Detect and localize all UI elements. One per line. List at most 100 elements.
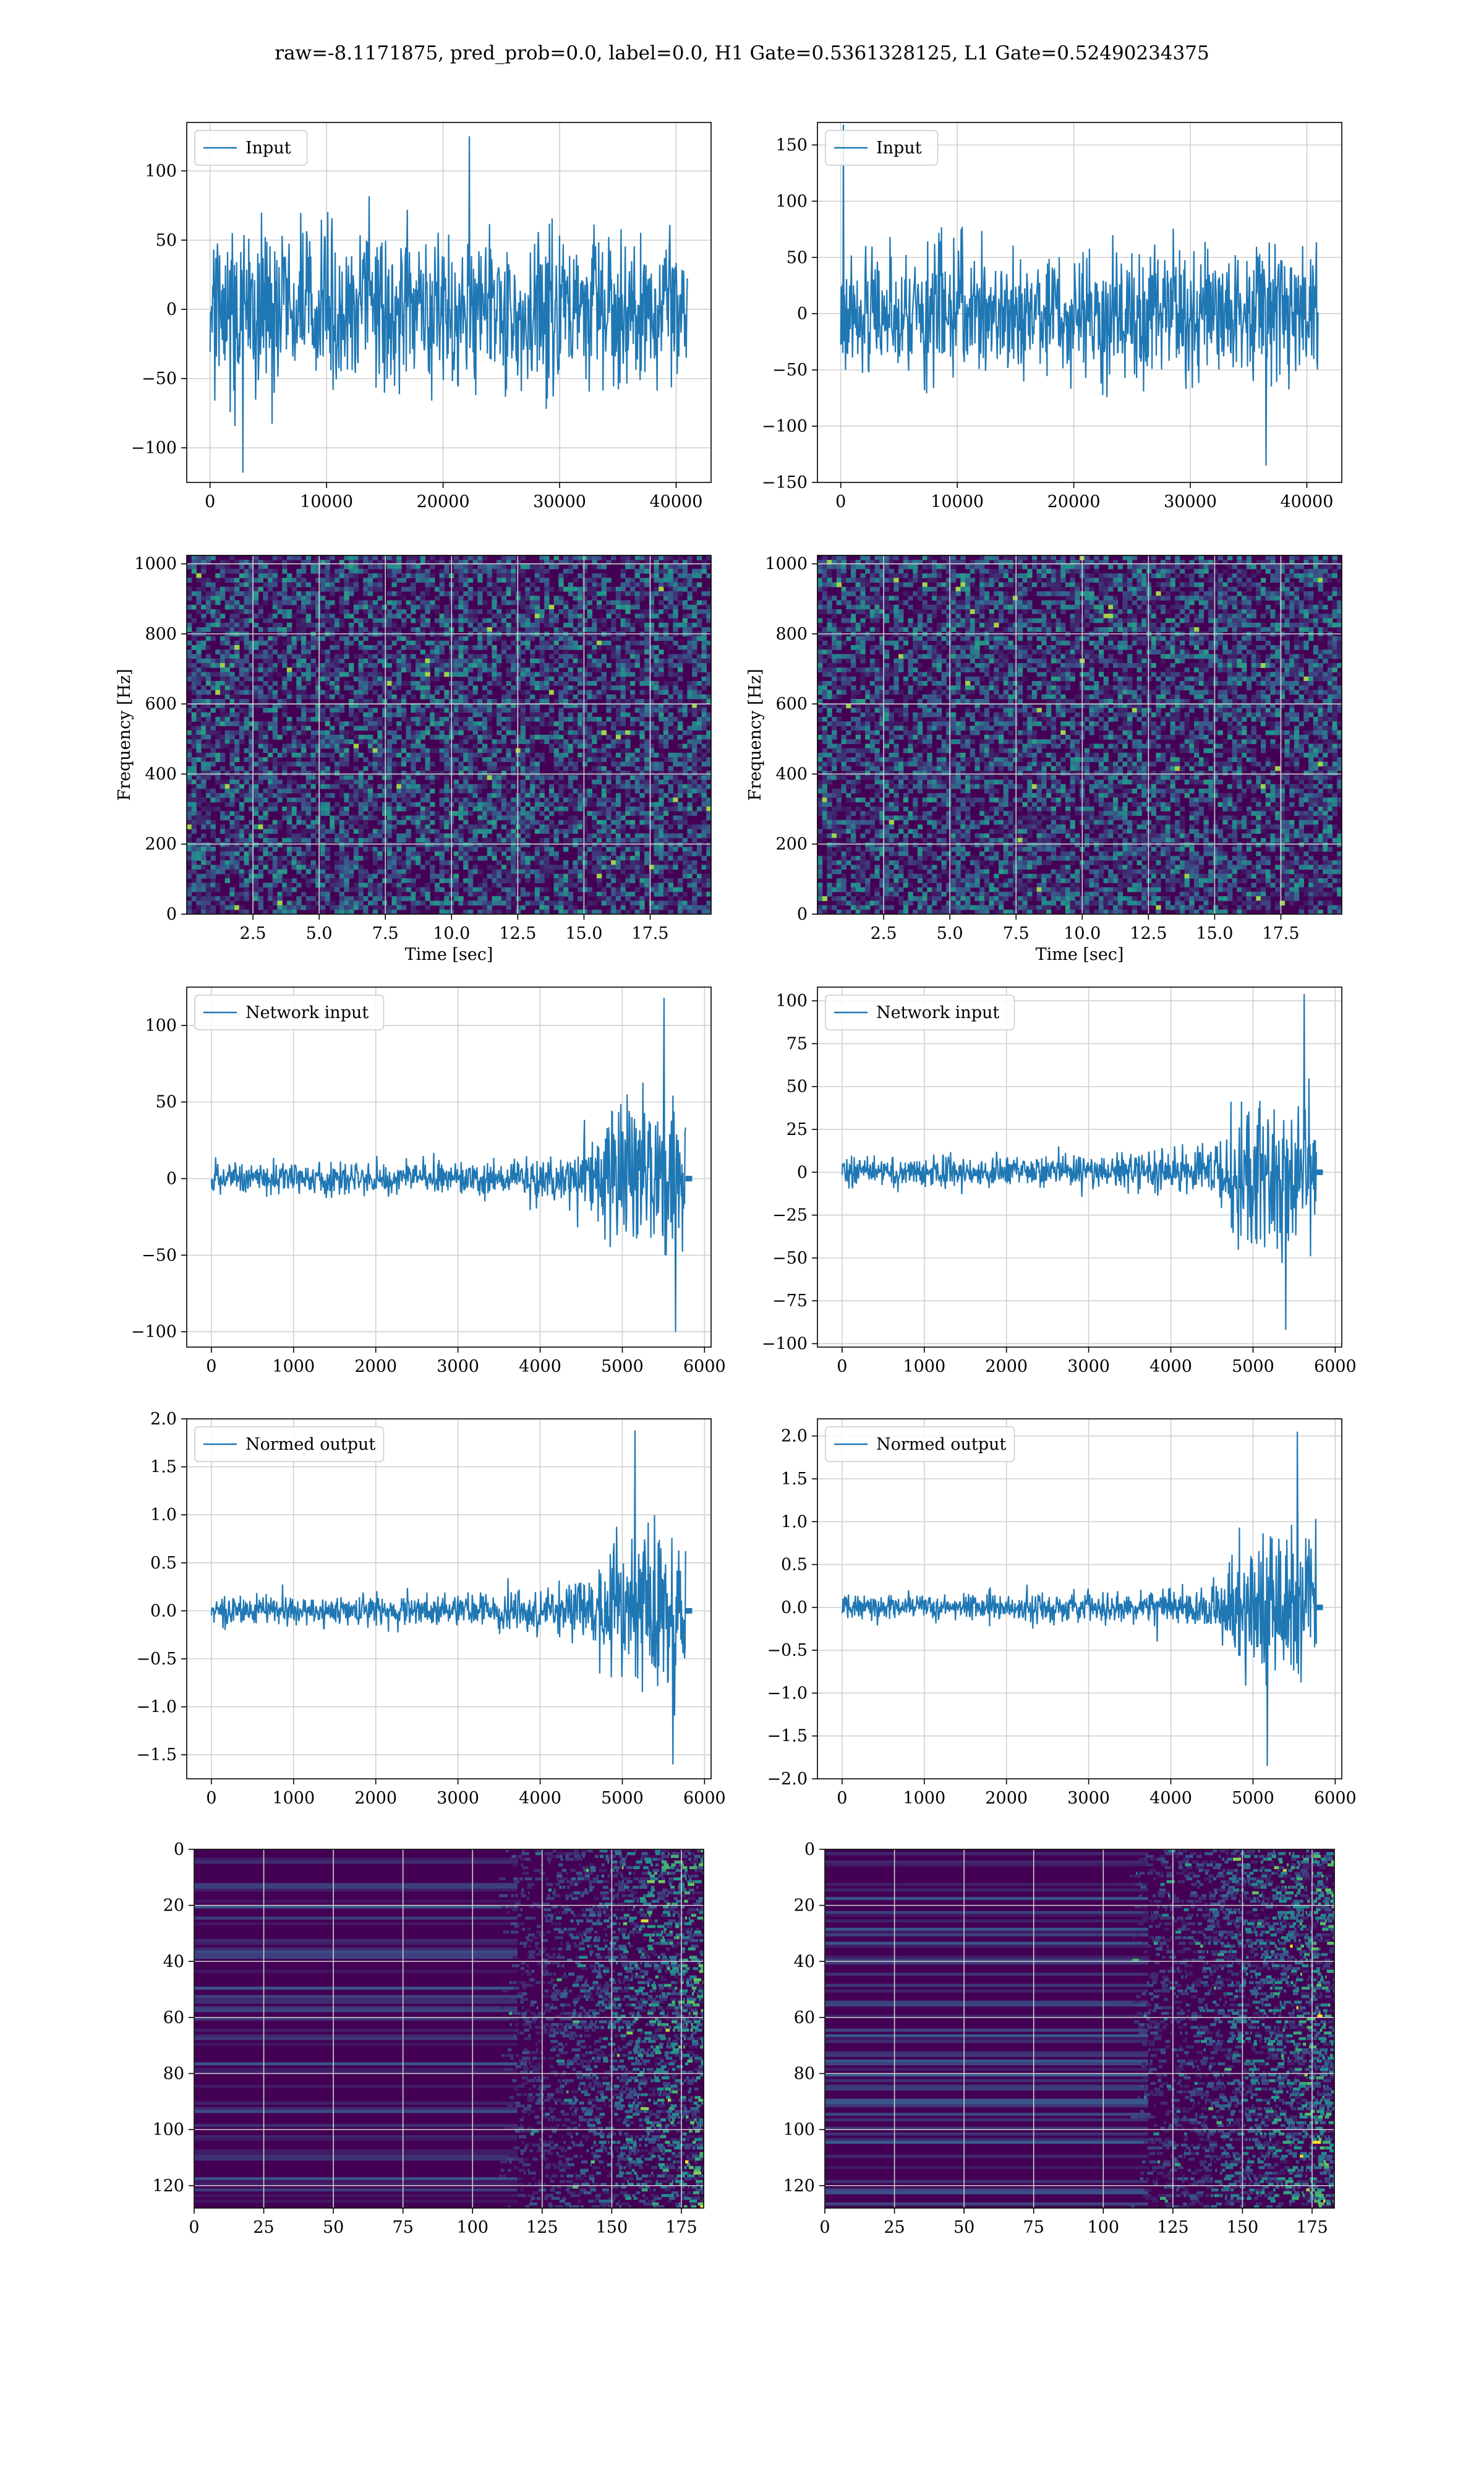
feature-map-l1-axes: 0 25 50 75 100 125 150 175 0 20 40 60 80 100 120 <box>783 1840 1335 2237</box>
normed-output-l1-xtick-label: 5000 <box>1232 1789 1274 1808</box>
network-input-l1-ytick-label: 0 <box>797 1163 808 1182</box>
network-input-h1-xtick-label: 6000 <box>683 1357 726 1376</box>
input-l1-xtick-label: 10000 <box>931 492 984 511</box>
network-input-h1-xtick-label: 5000 <box>601 1357 644 1376</box>
network-input-l1-legend: Network input <box>825 995 1015 1030</box>
spectrogram-h1-ytick-label: 400 <box>145 764 177 784</box>
feature-map-l1-ytick-label: 120 <box>783 2177 815 2196</box>
input-l1-xtick-label: 0 <box>835 492 846 511</box>
spectrogram-l1-xtick-label: 12.5 <box>1130 924 1167 943</box>
normed-output-l1-ytick-label: 2.0 <box>781 1427 808 1446</box>
network-input-h1-frame <box>186 987 712 1348</box>
normed-output-h1-xtick-label: 4000 <box>519 1789 561 1808</box>
feature-map-h1-xtick-label: 175 <box>665 2218 697 2237</box>
network-input-l1-xtick-label: 4000 <box>1149 1357 1192 1376</box>
spectrogram-l1-xtick-label: 15.0 <box>1196 924 1233 943</box>
spectrogram-l1-xtick-label: 10.0 <box>1064 924 1101 943</box>
feature-map-l1-ytick-label: 60 <box>794 2008 815 2027</box>
network-input-l1-ytick-label: −75 <box>772 1291 808 1311</box>
input-h1-ytick-label: 50 <box>156 231 177 250</box>
feature-map-h1-axes: 0 25 50 75 100 125 150 175 0 20 40 60 80 100 120 <box>152 1840 704 2237</box>
spectrogram-h1-ytick-label: 0 <box>166 905 177 924</box>
normed-output-h1-ytick-label: −1.5 <box>136 1745 177 1765</box>
input-h1-xtick-label: 20000 <box>417 492 470 511</box>
feature-map-h1-ytick-label: 60 <box>163 2008 184 2027</box>
normed-output-l1-plot-area <box>817 1419 1342 1779</box>
input-l1-ytick-label: 100 <box>775 192 808 211</box>
feature-map-l1-frame <box>824 1849 1335 2209</box>
network-input-l1-series-line <box>841 994 1317 1330</box>
input-l1-ytick-label: −100 <box>762 417 808 436</box>
network-input-h1-legend: Network input <box>194 995 385 1030</box>
network-input-h1-xtick-label: 0 <box>206 1357 216 1376</box>
input-l1-xtick-label: 40000 <box>1281 492 1334 511</box>
spectrogram-h1-xtick-label: 17.5 <box>631 924 668 943</box>
normed-output-l1-ytick-label: −0.5 <box>767 1641 808 1660</box>
spectrogram-l1-ytick-label: 600 <box>775 695 808 714</box>
feature-map-l1-plot-area <box>825 1849 1334 2208</box>
network-input-l1-plot-area <box>817 987 1342 1347</box>
input-h1-xtick-label: 30000 <box>533 492 586 511</box>
normed-output-h1-ytick-label: 0.5 <box>150 1554 177 1573</box>
feature-map-h1-grid <box>194 1849 704 2208</box>
network-input-h1-ytick-label: −50 <box>142 1246 177 1265</box>
spectrogram-h1-grid <box>187 555 711 914</box>
normed-output-h1-legend-label: Normed output <box>245 1435 375 1454</box>
network-input-h1-ytick-label: 50 <box>156 1093 177 1112</box>
spectrogram-h1-xtick-label: 5.0 <box>306 924 333 943</box>
network-input-l1-xtick-label: 0 <box>837 1357 847 1376</box>
network-input-l1-frame <box>817 987 1342 1348</box>
network-input-l1-xtick-label: 1000 <box>903 1357 945 1376</box>
normed-output-l1-xtick-label: 0 <box>837 1789 847 1808</box>
input-h1-series-line <box>209 136 688 473</box>
network-input-l1-legend-label: Network input <box>876 1003 999 1022</box>
input-h1-ytick-label: −100 <box>131 439 177 458</box>
feature-map-l1-xtick-label: 100 <box>1087 2218 1119 2237</box>
normed-output-h1-xtick-label: 5000 <box>601 1789 644 1808</box>
normed-output-h1-ytick-label: −1.0 <box>136 1698 177 1717</box>
input-l1-ytick-label: 150 <box>775 135 808 155</box>
normed-output-l1-ytick-label: 1.0 <box>781 1512 808 1531</box>
feature-map-l1-ytick-label: 80 <box>794 2065 815 2084</box>
input-h1-ytick-label: 100 <box>145 161 177 181</box>
spectrogram-l1-xlabel: Time [sec] <box>1036 945 1124 964</box>
spectrogram-h1-plot-area <box>187 555 711 914</box>
spectrogram-l1-xtick-label: 5.0 <box>937 924 963 943</box>
normed-output-h1-xtick-label: 3000 <box>437 1789 479 1808</box>
input-l1-xtick-label: 30000 <box>1164 492 1217 511</box>
normed-output-h1-plot-area <box>187 1419 711 1779</box>
spectrogram-l1-ytick-label: 0 <box>797 905 808 924</box>
spectrogram-h1-ytick-label: 800 <box>145 625 177 644</box>
normed-output-h1-ytick-label: 1.0 <box>150 1505 177 1525</box>
input-h1-xtick-label: 0 <box>205 492 215 511</box>
input-h1-legend-label: Input <box>245 139 291 158</box>
network-input-l1-ytick-label: −50 <box>772 1249 808 1268</box>
network-input-l1-ytick-label: −100 <box>762 1334 808 1353</box>
feature-map-l1-grid <box>825 1849 1334 2208</box>
input-l1-plot-area <box>817 122 1342 482</box>
network-input-h1-plot-area <box>187 987 711 1347</box>
feature-map-l1-ytick-label: 0 <box>804 1840 815 1859</box>
network-input-l1-ytick-label: −25 <box>772 1206 808 1225</box>
feature-map-l1-ytick-label: 100 <box>783 2120 815 2139</box>
feature-map-h1-ytick-label: 20 <box>163 1896 184 1915</box>
spectrogram-l1-xtick-label: 7.5 <box>1003 924 1030 943</box>
input-l1-ytick-label: −50 <box>772 361 808 380</box>
spectrogram-l1-axes: 2.5 5.0 7.5 10.0 12.5 15.0 17.5 0 200 400 600 800 10… <box>746 555 1342 964</box>
network-input-h1-xtick-label: 1000 <box>272 1357 315 1376</box>
normed-output-l1-legend-label: Normed output <box>876 1435 1006 1454</box>
feature-map-h1-ytick-label: 40 <box>163 1952 184 1971</box>
network-input-l1-ytick-label: 75 <box>787 1034 808 1053</box>
network-input-h1-xtick-label: 4000 <box>519 1357 561 1376</box>
input-h1-plot-area <box>187 122 711 482</box>
feature-map-h1-ytick-label: 0 <box>174 1840 184 1859</box>
spectrogram-h1-xtick-label: 12.5 <box>499 924 536 943</box>
input-l1-ytick-label: 50 <box>787 248 808 267</box>
input-h1-legend: Input <box>194 130 308 166</box>
normed-output-l1-xtick-label: 6000 <box>1314 1789 1357 1808</box>
spectrogram-h1-xlabel: Time [sec] <box>405 945 493 964</box>
spectrogram-l1-xtick-label: 2.5 <box>871 924 897 943</box>
feature-map-h1-xtick-label: 0 <box>189 2218 199 2237</box>
input-l1-ytick-label: 0 <box>797 304 808 323</box>
input-l1-xtick-label: 20000 <box>1047 492 1101 511</box>
